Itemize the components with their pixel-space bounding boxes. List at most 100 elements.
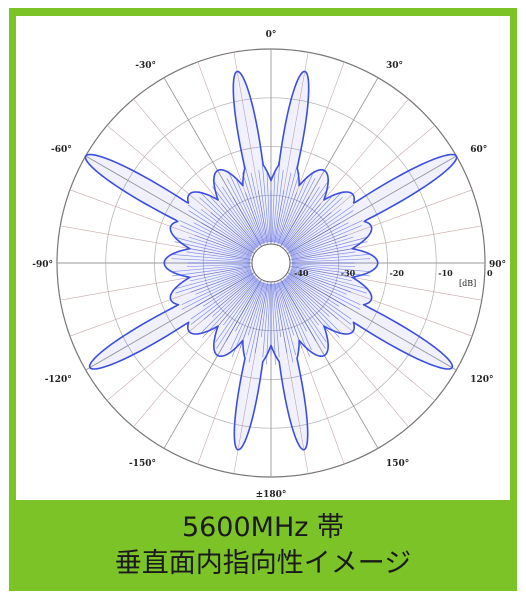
pattern-sidelobe bbox=[239, 282, 265, 349]
pattern-sidelobe bbox=[280, 281, 307, 332]
pattern-sidelobe bbox=[281, 280, 326, 349]
pattern-sidelobe bbox=[190, 248, 251, 260]
pattern-sidelobe bbox=[279, 281, 312, 351]
pattern-sidelobe bbox=[171, 253, 251, 262]
pattern-sidelobe bbox=[272, 161, 281, 243]
pattern-sidelobe bbox=[194, 234, 252, 257]
pattern-sidelobe bbox=[284, 196, 332, 248]
pattern-sidelobe bbox=[290, 269, 352, 293]
angle-label: 30° bbox=[386, 61, 403, 71]
pattern-sidelobe bbox=[210, 212, 256, 250]
pattern-sidelobe bbox=[281, 186, 320, 246]
pattern-sidelobe bbox=[180, 225, 252, 256]
pattern-sidelobe bbox=[291, 263, 355, 268]
caption-line-1: 5600MHz 帯 bbox=[181, 511, 345, 543]
pattern-sidelobe bbox=[278, 282, 311, 358]
pattern-sidelobe bbox=[285, 191, 343, 249]
pattern-sidelobe bbox=[290, 236, 354, 258]
pattern-sidelobe bbox=[179, 220, 253, 255]
pattern-sidelobe bbox=[285, 277, 341, 333]
angle-label: 120° bbox=[470, 375, 493, 385]
pattern-sidelobe bbox=[291, 266, 355, 279]
radial-unit-label: [dB] bbox=[459, 279, 476, 288]
pattern-sidelobe bbox=[291, 248, 352, 260]
angle-label: 60° bbox=[470, 145, 487, 155]
radial-tick-label: 0 bbox=[487, 268, 493, 278]
pattern-sidelobe bbox=[186, 251, 251, 261]
pattern-sidelobe bbox=[274, 283, 288, 354]
pattern-sidelobe bbox=[247, 282, 266, 336]
pattern-sidelobe bbox=[171, 264, 251, 273]
angle-label: -120° bbox=[45, 375, 72, 385]
pattern-sidelobe bbox=[288, 274, 352, 320]
pattern-sidelobe bbox=[199, 191, 257, 249]
pattern-sidelobe bbox=[226, 178, 262, 245]
pattern-sidelobe bbox=[187, 266, 251, 279]
pattern-sidelobe bbox=[188, 236, 252, 258]
pattern-sidelobe bbox=[280, 178, 316, 245]
pattern-sidelobe bbox=[202, 273, 254, 307]
pattern-sidelobe bbox=[274, 190, 285, 243]
angle-label: -60° bbox=[51, 145, 72, 155]
pattern-sidelobe bbox=[248, 283, 267, 363]
pattern-sidelobe bbox=[288, 273, 340, 307]
pattern-sidelobe bbox=[284, 278, 340, 338]
pattern-sidelobe bbox=[220, 203, 258, 248]
pattern-sidelobe bbox=[291, 241, 368, 259]
pattern-sidelobe bbox=[266, 169, 271, 243]
pattern-sidelobe bbox=[288, 210, 354, 253]
pattern-sidelobe bbox=[276, 282, 295, 336]
pattern-sidelobe bbox=[289, 271, 361, 305]
pattern-sidelobe bbox=[289, 273, 347, 307]
angle-label: ±180° bbox=[256, 490, 287, 500]
pattern-sidelobe bbox=[172, 265, 251, 277]
pattern-sidelobe bbox=[195, 273, 253, 307]
pattern-sidelobe bbox=[231, 282, 264, 358]
pattern-sidelobe bbox=[225, 281, 261, 341]
pattern-sidelobe bbox=[201, 277, 257, 333]
pattern-sidelobe bbox=[291, 265, 370, 277]
pattern-sidelobe bbox=[286, 276, 330, 317]
pattern-sidelobe bbox=[277, 192, 297, 244]
pattern-sidelobe bbox=[212, 276, 256, 317]
pattern-sidelobe bbox=[291, 267, 353, 282]
pattern-sidelobe bbox=[212, 186, 259, 247]
pattern-sidelobe bbox=[291, 264, 371, 273]
pattern-sidelobe bbox=[181, 272, 253, 310]
pattern-sidelobe bbox=[289, 222, 341, 253]
pattern-sidelobe bbox=[175, 268, 252, 294]
pattern-sidelobe bbox=[235, 281, 262, 332]
chart-panel: 0° 30° 60° 90° 120° 150° ±180° -150° -120° -90° -6… bbox=[16, 16, 510, 500]
pattern-sidelobe bbox=[242, 172, 266, 244]
pattern-sidelobe bbox=[203, 276, 256, 320]
angle-label: 150° bbox=[386, 459, 409, 469]
pattern-sidelobe bbox=[212, 179, 260, 246]
pattern-sidelobe bbox=[222, 186, 261, 246]
pattern-sidelobe bbox=[291, 253, 371, 262]
pattern-sidelobe bbox=[276, 283, 296, 356]
pattern-sidelobe bbox=[291, 236, 369, 258]
angle-label: -150° bbox=[129, 459, 156, 469]
angle-label: -90° bbox=[32, 260, 53, 270]
pattern-sidelobe bbox=[171, 258, 251, 263]
chart-caption: 5600MHz 帯 垂直面内指向性イメージ bbox=[9, 500, 517, 591]
pattern-sidelobe bbox=[273, 169, 284, 243]
pattern-sidelobe bbox=[286, 276, 339, 320]
pattern-sidelobe bbox=[282, 280, 327, 343]
pattern-sidelobe bbox=[213, 278, 258, 332]
radial-tick-label: -10 bbox=[438, 268, 453, 278]
pattern-sidelobe bbox=[175, 268, 251, 289]
pattern-sidelobe bbox=[223, 279, 259, 326]
pattern-sidelobe bbox=[291, 251, 356, 261]
pattern-sidelobe bbox=[275, 283, 294, 363]
axis-labels: 0° 30° 60° 90° 120° 150° ±180° -150° -120° -90° -6… bbox=[32, 30, 506, 500]
pattern-sidelobe bbox=[174, 241, 251, 259]
pattern-sidelobe bbox=[261, 161, 270, 243]
pattern-sidelobe bbox=[200, 208, 255, 251]
pattern-sidelobe bbox=[254, 283, 268, 354]
pattern-sidelobe bbox=[289, 222, 349, 254]
caption-line-2: 垂直面内指向性イメージ bbox=[114, 547, 412, 579]
pattern-sidelobe bbox=[272, 283, 280, 358]
pattern-sidelobe bbox=[289, 220, 363, 255]
pattern-sidelobe bbox=[190, 274, 254, 320]
